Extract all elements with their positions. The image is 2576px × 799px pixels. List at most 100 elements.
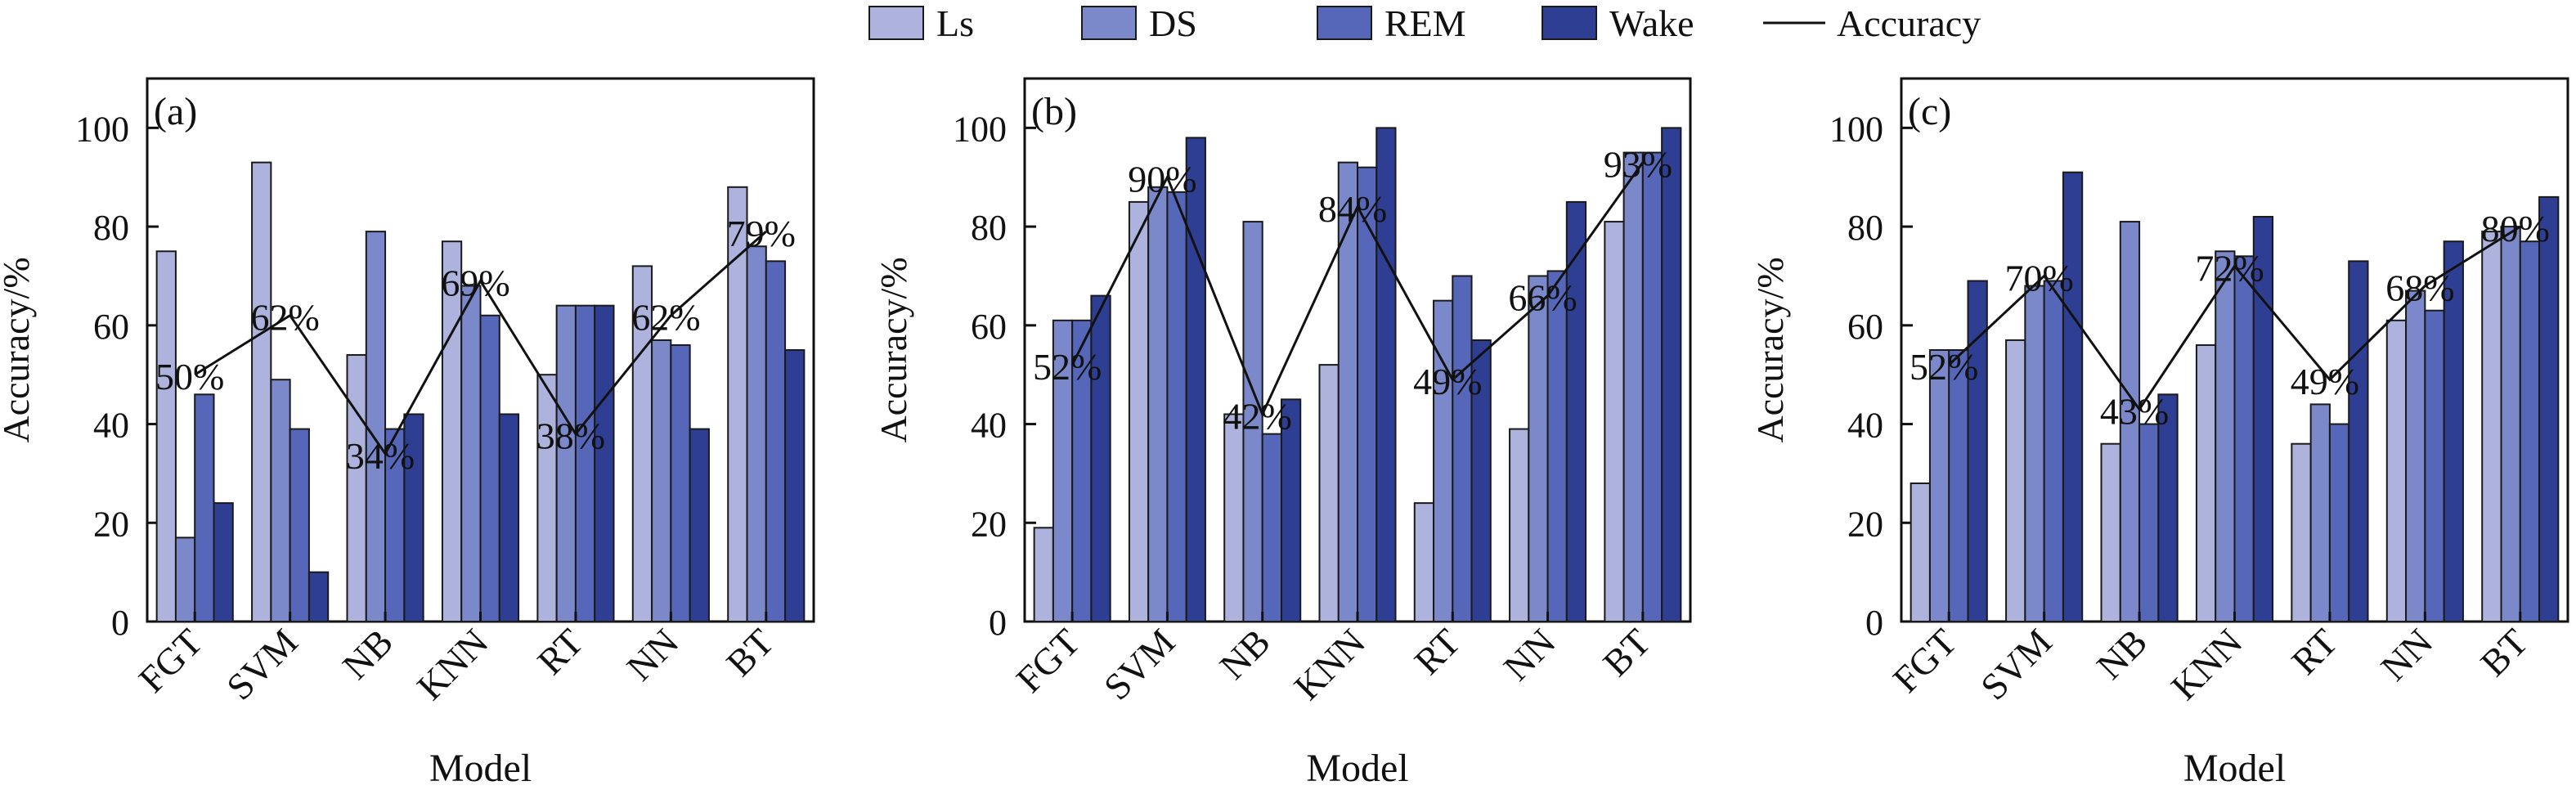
chart-panel-b: 0 20 40 60 80 100 Accuracy/% (b) FGT SVM NB KNN RT NN… [873,77,1692,790]
x-tick-label-nb: NB [334,621,401,687]
bar-ds-knn [460,285,482,622]
bar-wake-fgt [1967,280,1988,622]
y-tick-label-40: 40 [93,406,129,446]
x-tick-label-rt: RT [529,621,591,683]
bar-wake-fgt [213,502,234,622]
x-tick-label-knn: KNN [409,621,496,708]
x-tick-label-fgt: FGT [1008,621,1088,701]
chart-panel-a: 0 20 40 60 80 100 Accuracy/% (a) FGT SVM NB KNN RT NN… [0,77,815,790]
bar-wake-nb [403,413,424,622]
bar-rem-bt [1641,151,1663,622]
y-tick-label-0: 0 [1865,603,1883,643]
legend-item-wake: Wake [1542,2,1694,44]
bar-ls-knn [1318,364,1340,622]
bar-ds-bt [746,245,767,622]
legend-label-ls: Ls [936,2,974,44]
bar-rem-bt [2519,240,2541,622]
accuracy-label-svm: 62% [250,297,319,339]
bar-ls-rt [1413,502,1435,622]
x-tick-label-rt: RT [2283,621,2345,683]
bar-wake-nn [2443,240,2464,622]
accuracy-label-nb: 42% [1223,395,1292,437]
bar-ls-nn [2385,319,2408,622]
bar-ds-rt [555,304,577,622]
x-tick-label-fgt: FGT [1885,621,1965,701]
accuracy-label-knn: 69% [441,262,509,303]
bar-ds-svm [2024,285,2045,622]
bar-ds-svm [270,379,291,622]
legend: Ls DS REM Wake Accuracy [868,2,1981,44]
x-tick-label-svm: SVM [1096,621,1183,708]
panel-label-c: (c) [1908,90,1951,133]
x-tick-label-knn: KNN [1286,621,1374,708]
accuracy-label-knn: 84% [1318,188,1387,230]
x-axis-label-a: Model [429,747,532,790]
bar-ds-svm [1147,186,1169,623]
y-axis-label-b: Accuracy/% [873,257,914,442]
bar-rem-rt [574,304,596,622]
chart-panel-c: 0 20 40 60 80 100 Accuracy/% (c) FGT SVM NB KNN RT NN… [1749,77,2569,790]
accuracy-label-nn: 62% [631,297,700,339]
bar-wake-rt [2348,260,2369,622]
x-tick-label-nn: NN [2372,621,2440,689]
y-tick-label-40: 40 [1847,406,1883,446]
bar-ds-knn [2215,250,2236,622]
accuracy-label-fgt: 50% [155,356,224,397]
x-tick-label-nn: NN [618,621,686,689]
bar-ls-fgt [1033,527,1054,622]
y-tick-label-80: 80 [971,208,1007,248]
x-tick-label-nb: NB [2089,621,2155,687]
bar-wake-rt [1470,339,1492,622]
bar-wake-bt [1661,127,1682,622]
accuracy-label-nb: 34% [346,435,415,477]
x-tick-label-knn: KNN [2163,621,2251,708]
x-tick-label-nn: NN [1496,621,1564,689]
accuracy-line-b [1070,161,1645,418]
y-tick-label-100: 100 [953,109,1007,149]
legend-label-rem: REM [1384,2,1466,44]
x-tick-label-nb: NB [1212,621,1278,687]
y-tick-label-60: 60 [971,307,1007,347]
bar-ls-rt [2291,442,2312,623]
bar-rem-rt [2328,423,2350,623]
bar-wake-knn [498,413,520,622]
y-tick-label-60: 60 [1847,307,1883,347]
bar-wake-knn [2252,216,2274,622]
x-tick-label-bt: BT [2472,621,2536,685]
accuracy-label-svm: 70% [2004,257,2073,299]
bar-wake-rt [594,304,615,622]
x-tick-label-svm: SVM [218,621,306,708]
bar-ls-nb [346,354,367,622]
bar-ds-nn [2405,290,2426,622]
bar-wake-svm [307,571,330,622]
accuracy-label-rt: 49% [1413,361,1482,402]
accuracy-label-fgt: 52% [1910,346,1978,388]
accuracy-label-bt: 79% [727,213,796,254]
bar-ds-nb [2119,221,2141,622]
legend-item-ls: Ls [868,2,974,44]
y-tick-label-0: 0 [989,603,1007,643]
accuracy-line-a [194,231,767,456]
y-tick-label-100: 100 [1829,109,1883,149]
accuracy-label-bt: 93% [1604,144,1672,186]
bar-ds-rt [2309,403,2331,622]
bar-ls-bt [1604,221,1625,622]
bar-rem-fgt [1948,349,1969,622]
legend-item-ds: DS [1081,2,1197,44]
accuracy-line-c [1948,225,2521,412]
accuracy-label-nb: 43% [2100,390,2169,432]
bar-rem-svm [2043,280,2064,622]
bar-wake-bt [784,349,806,622]
bar-ls-fgt [1910,482,1931,622]
bar-wake-nb [2157,393,2179,622]
bar-ds-nn [1528,275,1549,622]
bar-rem-svm [289,428,310,623]
bar-rem-svm [1166,191,1187,622]
y-tick-label-0: 0 [111,603,129,643]
y-tick-label-100: 100 [75,109,129,149]
legend-item-rem: REM [1317,2,1466,44]
bar-wake-bt [2538,195,2560,622]
bar-ls-nn [1509,428,1530,623]
x-tick-label-fgt: FGT [131,621,211,701]
